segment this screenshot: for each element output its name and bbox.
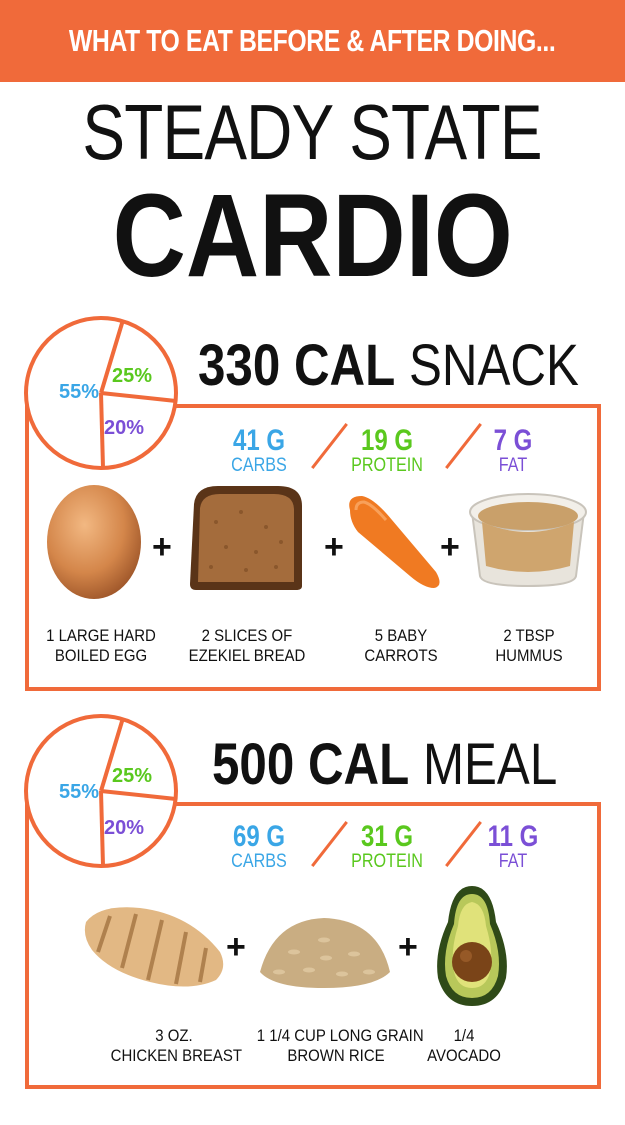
meal-heading: 500 CAL MEAL (212, 732, 558, 797)
plus-icon: + (324, 528, 344, 566)
snack-pie-protein-label: 25% (112, 365, 152, 387)
title-line1: STEADY STATE (82, 88, 543, 176)
banner-text: WHAT TO EAT BEFORE & AFTER DOING... (69, 23, 556, 58)
top-banner: WHAT TO EAT BEFORE & AFTER DOING... (0, 0, 625, 82)
snack-heading: 330 CAL SNACK (198, 333, 579, 398)
meal-pie-chart: 55% 25% 20% (22, 712, 180, 870)
meal-box (25, 802, 601, 1089)
rice-icon (254, 912, 394, 995)
snack-food-caption-2: 2 SLICES OF EZEKIEL BREAD (188, 626, 306, 665)
carrot-icon (340, 488, 450, 597)
meal-pie-fat-label: 20% (104, 817, 144, 839)
title-line2: CARDIO (112, 170, 513, 302)
snack-food-caption-4: 2 TBSP HUMMUS (495, 626, 563, 665)
plus-icon: + (440, 528, 460, 566)
bread-icon (186, 482, 308, 597)
plus-icon: + (398, 928, 418, 966)
chicken-icon (80, 902, 230, 997)
egg-icon (44, 482, 144, 607)
meal-pie-protein-label: 25% (112, 765, 152, 787)
snack-pie-fat-label: 20% (104, 417, 144, 439)
meal-fat: 11 G FAT (487, 820, 539, 872)
meal-carbs: 69 G CARBS (231, 820, 287, 872)
plus-icon: + (226, 928, 246, 966)
meal-pie-carbs-label: 55% (59, 781, 99, 803)
snack-pie-carbs-label: 55% (59, 381, 99, 403)
meal-protein: 31 G PROTEIN (351, 820, 423, 872)
snack-food-caption-1: 1 LARGE HARD BOILED EGG (46, 626, 156, 665)
avocado-icon (432, 882, 512, 1013)
meal-food-caption-1: 3 OZ. CHICKEN BREAST (110, 1026, 242, 1065)
snack-box (25, 404, 601, 691)
snack-protein: 19 G PROTEIN (351, 424, 423, 476)
plus-icon: + (152, 528, 172, 566)
snack-carbs: 41 G CARBS (231, 424, 287, 476)
snack-pie-chart: 55% 25% 20% (22, 314, 180, 472)
hummus-icon (466, 482, 590, 595)
snack-food-caption-3: 5 BABY CARROTS (364, 626, 438, 665)
meal-food-caption-3: 1/4 AVOCADO (427, 1026, 501, 1065)
snack-fat: 7 G FAT (493, 424, 533, 476)
meal-food-caption-2: 1 1/4 CUP LONG GRAIN BROWN RICE (256, 1026, 424, 1065)
